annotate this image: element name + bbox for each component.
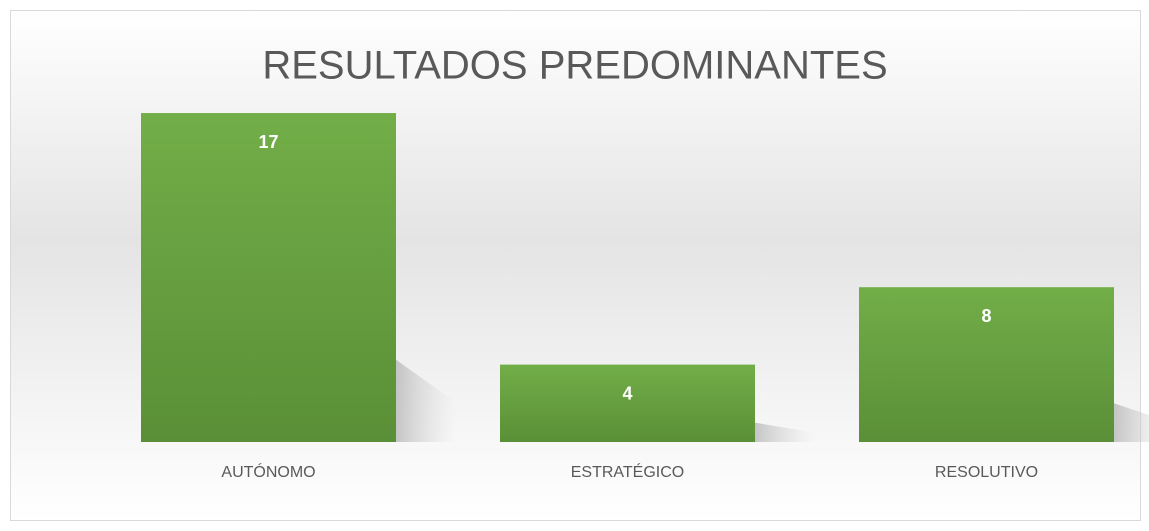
bar [500, 364, 755, 442]
data-label: 17 [258, 132, 278, 152]
data-label: 4 [622, 383, 632, 403]
bar [859, 287, 1114, 442]
x-tick-label: ESTRATÉGICO [571, 462, 685, 481]
chart-title: RESULTADOS PREDOMINANTES [262, 44, 887, 88]
bar-shadow [1114, 403, 1149, 442]
bar-shadow [396, 359, 456, 442]
data-label: 8 [981, 306, 991, 326]
x-tick-label: AUTÓNOMO [221, 462, 315, 481]
bar-shadow [755, 422, 815, 442]
x-tick-label: RESOLUTIVO [935, 464, 1038, 481]
bar [141, 113, 396, 443]
